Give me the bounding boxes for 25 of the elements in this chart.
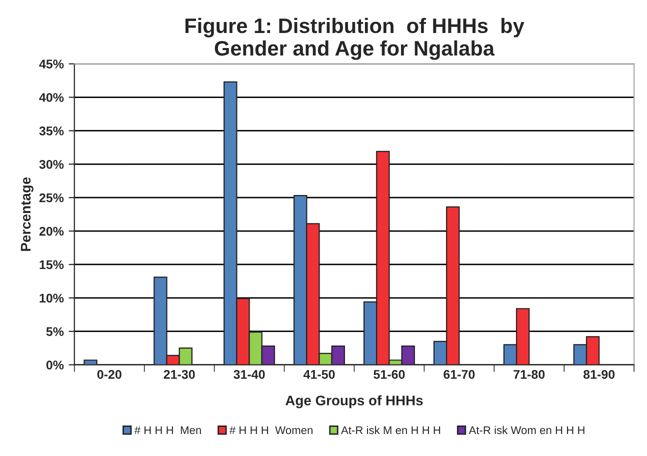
legend-label: # H H H Women xyxy=(229,426,312,434)
x-tick-label: 51-60 xyxy=(374,370,405,379)
x-tick-label: 61-70 xyxy=(444,370,475,379)
x-tick-label: 0-20 xyxy=(97,370,122,379)
y-tick-label: 35% xyxy=(39,126,64,136)
y-tick-label: 15% xyxy=(40,260,64,270)
y-tick-label: 5% xyxy=(46,327,64,336)
legend-label: At-R isk M en H H H xyxy=(340,426,440,434)
x-axis-title: Age Groups of HHHs xyxy=(286,395,423,408)
legend-label: At-R isk Wom en H H H xyxy=(468,426,584,434)
x-tick-label: 71-80 xyxy=(514,370,545,379)
y-tick-label: 40% xyxy=(39,93,64,102)
y-axis-title: Percentage xyxy=(20,177,34,251)
x-tick-label: 81-90 xyxy=(583,370,615,379)
y-tick-label: 0% xyxy=(46,360,64,370)
y-tick-label: 45% xyxy=(39,60,64,68)
y-tick-label: 10% xyxy=(40,294,64,303)
y-tick-label: 25% xyxy=(39,193,64,202)
y-tick-label: 20% xyxy=(39,226,64,236)
x-tick-label: 31-40 xyxy=(234,370,265,379)
x-tick-label: 21-30 xyxy=(164,370,195,379)
x-tick-label: 41-50 xyxy=(303,370,335,379)
legend-label: # H H H Men xyxy=(134,426,201,434)
chart-title: Figure 1: Distribution of HHHs by Gender and Age for Ngalaba xyxy=(185,18,524,60)
y-tick-label: 30% xyxy=(39,160,64,169)
